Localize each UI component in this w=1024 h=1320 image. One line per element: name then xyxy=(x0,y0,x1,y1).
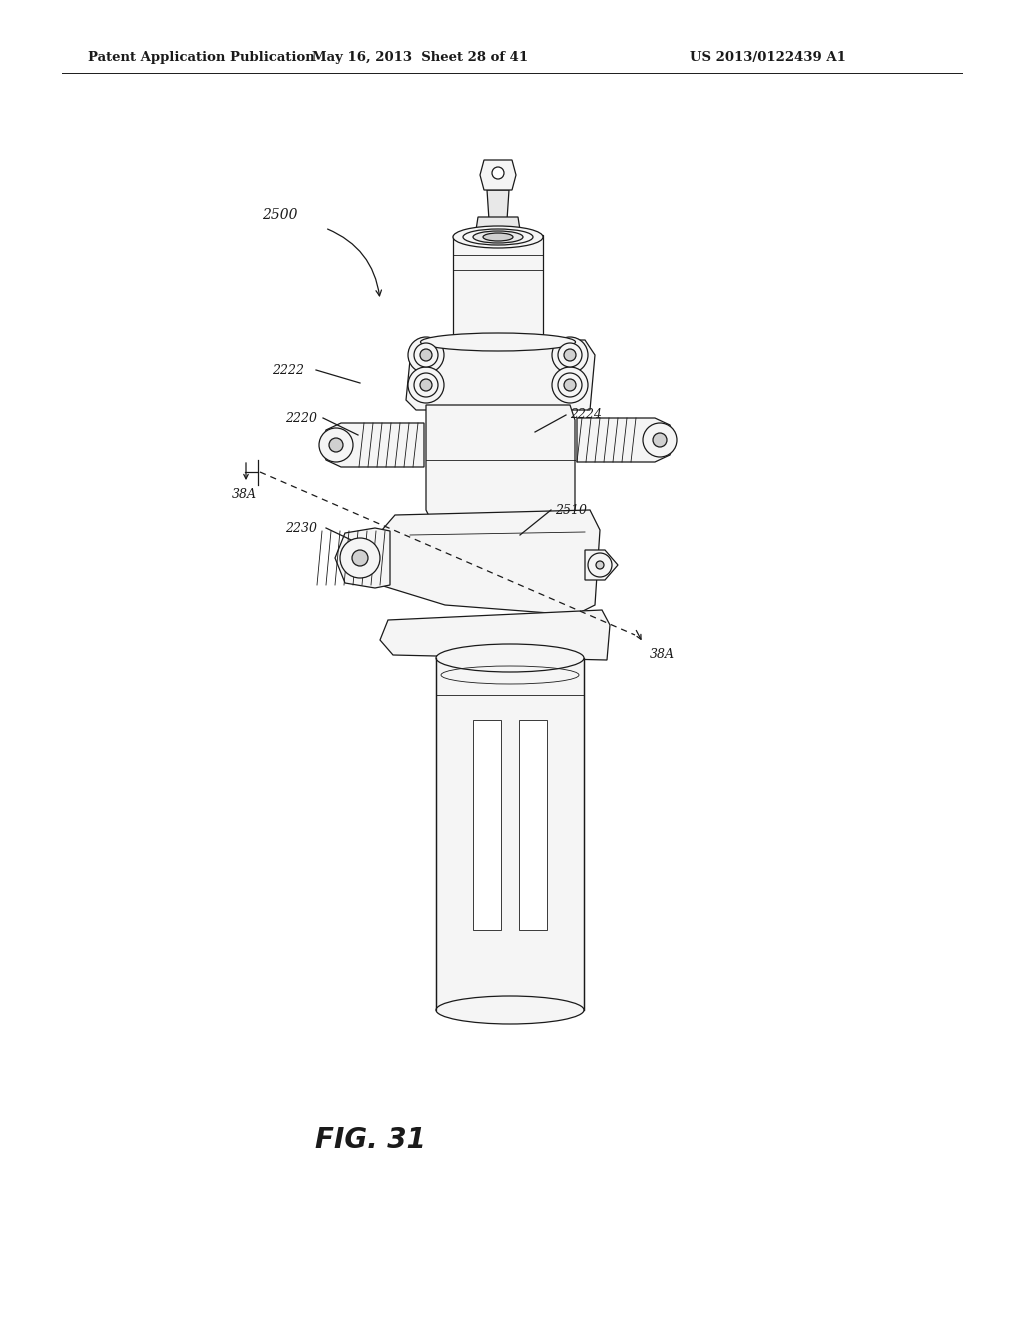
Circle shape xyxy=(596,561,604,569)
Text: 2222: 2222 xyxy=(272,363,304,376)
Circle shape xyxy=(653,433,667,447)
Polygon shape xyxy=(436,657,584,1010)
Text: 2224: 2224 xyxy=(570,408,602,421)
Circle shape xyxy=(552,337,588,374)
Circle shape xyxy=(492,168,504,180)
Circle shape xyxy=(564,379,575,391)
Circle shape xyxy=(564,348,575,360)
Polygon shape xyxy=(585,550,618,579)
Polygon shape xyxy=(321,422,424,467)
Polygon shape xyxy=(476,216,520,230)
Circle shape xyxy=(558,374,582,397)
Circle shape xyxy=(552,367,588,403)
Circle shape xyxy=(588,553,612,577)
Ellipse shape xyxy=(421,333,575,351)
Circle shape xyxy=(408,337,444,374)
Polygon shape xyxy=(380,610,610,660)
Polygon shape xyxy=(577,418,675,462)
Circle shape xyxy=(408,367,444,403)
Circle shape xyxy=(352,550,368,566)
Text: 2510: 2510 xyxy=(555,503,587,516)
Ellipse shape xyxy=(436,997,584,1024)
Ellipse shape xyxy=(453,226,543,248)
Text: Patent Application Publication: Patent Application Publication xyxy=(88,51,314,65)
Text: 38A: 38A xyxy=(650,648,675,661)
Bar xyxy=(473,719,501,931)
Text: 38A: 38A xyxy=(232,487,257,500)
Text: FIG. 31: FIG. 31 xyxy=(314,1126,425,1154)
Circle shape xyxy=(558,343,582,367)
Circle shape xyxy=(414,343,438,367)
Polygon shape xyxy=(335,528,390,587)
Circle shape xyxy=(414,374,438,397)
Ellipse shape xyxy=(473,231,523,243)
Text: 2220: 2220 xyxy=(285,412,317,425)
Circle shape xyxy=(340,539,380,578)
Polygon shape xyxy=(406,341,595,411)
Circle shape xyxy=(643,422,677,457)
Ellipse shape xyxy=(436,644,584,672)
Circle shape xyxy=(319,428,353,462)
Circle shape xyxy=(420,379,432,391)
Ellipse shape xyxy=(463,228,534,246)
Polygon shape xyxy=(487,190,509,220)
Text: 2500: 2500 xyxy=(262,209,298,222)
Text: 2230: 2230 xyxy=(285,521,317,535)
Text: May 16, 2013  Sheet 28 of 41: May 16, 2013 Sheet 28 of 41 xyxy=(312,51,528,65)
Circle shape xyxy=(420,348,432,360)
Ellipse shape xyxy=(483,234,513,242)
Bar xyxy=(519,719,547,931)
Polygon shape xyxy=(480,160,516,190)
Text: US 2013/0122439 A1: US 2013/0122439 A1 xyxy=(690,51,846,65)
Circle shape xyxy=(329,438,343,451)
Polygon shape xyxy=(453,235,543,360)
Polygon shape xyxy=(426,405,575,520)
Polygon shape xyxy=(380,510,600,615)
